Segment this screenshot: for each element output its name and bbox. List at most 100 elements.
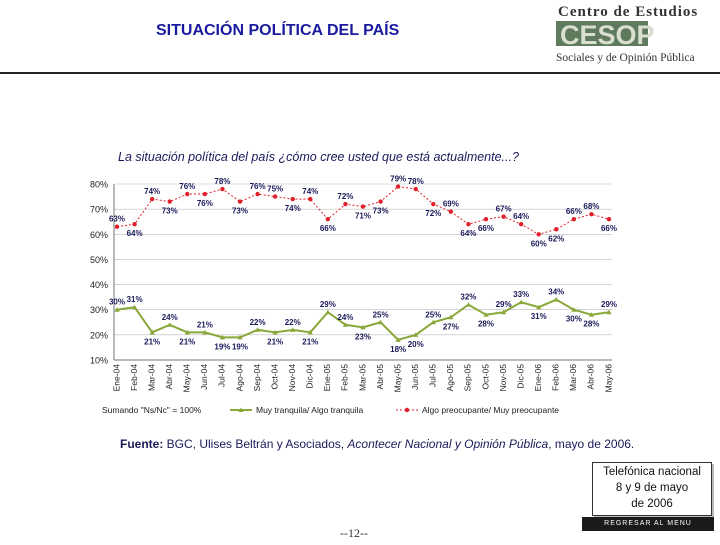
- data-point: [377, 319, 384, 325]
- data-point: [308, 196, 313, 202]
- x-tick-label: Nov-04: [287, 364, 297, 392]
- callout-line2: 8 y 9 de mayo: [615, 482, 689, 494]
- x-tick-label: Mar-06: [568, 364, 578, 391]
- x-tick-label: Feb-04: [129, 364, 139, 391]
- legend-marker: [404, 407, 410, 413]
- data-label: 21%: [197, 320, 213, 329]
- data-label: 24%: [162, 313, 178, 322]
- data-point: [536, 232, 541, 237]
- data-label: 71%: [355, 212, 371, 221]
- data-point: [431, 201, 436, 207]
- survey-callout: Telefónica nacional 8 y 9 de mayo de 200…: [592, 462, 712, 516]
- x-tick-label: Feb-05: [340, 364, 350, 391]
- line-chart: 80%70%60%50%40%30%20%10%Ene-04 Feb-04 Mar-…: [90, 175, 617, 415]
- data-label: 69%: [443, 200, 459, 209]
- data-point: [518, 299, 524, 305]
- x-tick-label: Ene-06: [533, 364, 543, 392]
- data-point: [237, 334, 243, 340]
- data-point: [290, 327, 296, 332]
- x-tick-label: Dic-05: [515, 364, 525, 389]
- data-point: [185, 191, 190, 197]
- x-tick-label: Feb-06: [551, 364, 561, 391]
- back-to-main-menu-button[interactable]: REGRESAR AL MENU PRINCIPAL: [582, 517, 714, 541]
- data-point: [413, 332, 419, 337]
- data-label: 74%: [285, 204, 301, 213]
- legend-marker: [238, 407, 244, 412]
- data-label: 21%: [302, 337, 318, 346]
- data-point: [430, 319, 436, 325]
- data-point: [255, 191, 260, 197]
- data-label: 64%: [513, 212, 529, 221]
- data-label: 24%: [337, 313, 353, 322]
- data-label: 30%: [566, 315, 582, 324]
- header-divider: [0, 72, 720, 74]
- data-label: 66%: [320, 224, 336, 233]
- x-tick-label: Ene-05: [322, 364, 332, 392]
- x-tick-label: Sep-04: [252, 364, 262, 392]
- x-tick-label: Abr-05: [375, 364, 385, 390]
- x-tick-label: Oct-04: [269, 364, 279, 390]
- source-note: Fuente: BGC, Ulises Beltrán y Asociados,…: [120, 437, 634, 451]
- data-point: [167, 199, 172, 204]
- data-label: 28%: [583, 320, 599, 329]
- data-point: [501, 214, 506, 219]
- data-point: [202, 191, 208, 197]
- data-label: 21%: [179, 337, 195, 346]
- data-point: [571, 217, 577, 222]
- data-label: 74%: [144, 187, 160, 196]
- x-tick-label: May-06: [603, 364, 613, 393]
- data-label: 29%: [496, 300, 512, 309]
- data-point: [536, 304, 542, 310]
- data-point: [378, 199, 383, 204]
- data-label: 66%: [478, 224, 494, 233]
- y-tick-label: 30%: [90, 305, 108, 315]
- data-point: [518, 222, 524, 227]
- data-label: 25%: [373, 310, 389, 319]
- data-label: 79%: [390, 175, 406, 184]
- data-label: 73%: [162, 207, 178, 216]
- y-tick-label: 40%: [90, 280, 108, 290]
- x-tick-label: Sep-05: [463, 364, 473, 392]
- data-point: [290, 196, 295, 202]
- data-label: 75%: [267, 185, 283, 194]
- page-number: --12--: [340, 526, 368, 540]
- x-tick-label: Jun-04: [199, 364, 209, 390]
- source-label: Fuente:: [120, 437, 164, 451]
- legend-label: Algo preocupante/ Muy preocupante: [422, 405, 559, 415]
- data-point: [325, 309, 331, 315]
- data-label: 31%: [531, 312, 547, 321]
- data-point: [483, 217, 489, 222]
- data-label: 27%: [443, 322, 459, 331]
- callout-line3: de 2006: [631, 498, 673, 510]
- data-point: [114, 307, 120, 312]
- x-tick-label: Ago-05: [445, 364, 455, 392]
- data-point: [202, 329, 208, 335]
- data-label: 62%: [548, 234, 564, 243]
- data-label: 29%: [601, 300, 617, 309]
- data-point: [553, 297, 559, 302]
- y-tick-label: 80%: [90, 180, 108, 190]
- x-tick-label: Jun-05: [410, 364, 420, 390]
- data-point: [220, 186, 225, 192]
- x-tick-label: Jul-04: [217, 364, 227, 387]
- data-label: 30%: [109, 298, 125, 307]
- data-point: [395, 184, 401, 189]
- data-label: 63%: [109, 215, 125, 224]
- data-point: [325, 217, 331, 222]
- data-point: [272, 329, 278, 335]
- data-label: 66%: [601, 224, 617, 233]
- data-label: 21%: [267, 337, 283, 346]
- data-point: [588, 312, 595, 317]
- data-label: 73%: [232, 207, 248, 216]
- data-point: [589, 211, 594, 217]
- source-text1: BGC, Ulises Beltrán y Asociados,: [163, 437, 348, 451]
- chart-note: Sumando "Ns/Nc" = 100%: [102, 405, 202, 415]
- y-tick-label: 10%: [90, 356, 108, 366]
- data-point: [500, 309, 507, 315]
- x-tick-label: Ene-04: [111, 364, 121, 392]
- data-label: 23%: [355, 332, 371, 341]
- y-tick-label: 70%: [90, 205, 108, 215]
- data-point: [606, 309, 612, 315]
- data-point: [167, 322, 173, 327]
- data-label: 21%: [144, 337, 160, 346]
